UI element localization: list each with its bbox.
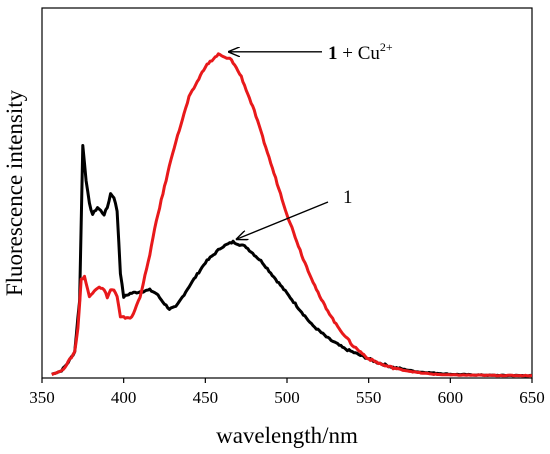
plot-frame [41,7,533,379]
y-axis-label: Fluorescence intensity [2,89,27,296]
x-ticks: 350 400 450 500 550 600 650 [29,378,545,407]
series-line-free [51,144,533,378]
annotation-label-cu: 1 + Cu2+ [328,40,393,64]
series-layer [51,52,533,378]
plot-border [41,7,533,379]
x-tick-label: 600 [438,388,464,407]
x-tick-label: 400 [111,388,137,407]
x-tick-label: 450 [193,388,219,407]
x-axis-label: wavelength/nm [216,423,358,448]
x-tick-label: 500 [274,388,300,407]
series-line-cu [51,52,533,378]
annotation-arrow-free [237,201,329,239]
x-tick-label: 350 [29,388,55,407]
x-tick-label: 650 [519,388,545,407]
annotations: 1 + Cu2+ 1 [229,40,393,239]
x-tick-label: 550 [356,388,382,407]
annotation-label-free: 1 [343,187,353,208]
